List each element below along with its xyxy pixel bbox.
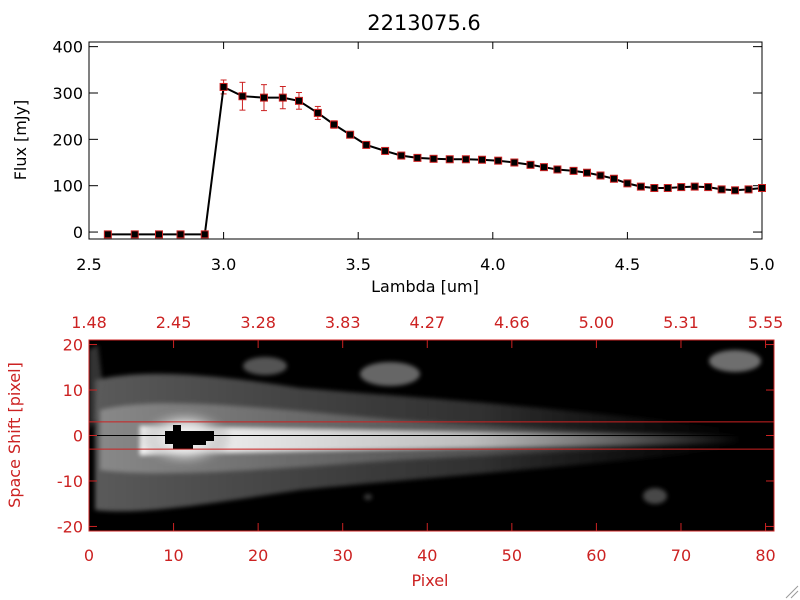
spectrum-point [429,154,438,163]
spectrum-point [663,184,672,193]
image-top-wavelength-axis: 1.48 2.45 3.28 3.83 4.27 4.66 5.00 5.31 5.55 [71,313,783,348]
spectrum-y-tick-label: 0 [73,223,83,242]
spectrum-point [103,230,112,239]
spectrum-point [478,155,487,164]
spectrum-y-tick-label: 400 [52,38,83,57]
spectrum-point [346,130,355,139]
image-top-tick-label: 5.31 [663,313,699,332]
spectrum-point [294,96,303,105]
spectrum-y-axis-label: Flux [mJy] [11,100,30,181]
spectrum-point [583,168,592,177]
spectrum-point [362,140,371,149]
spectrum-point [200,230,209,239]
image-y-tick-label: -20 [57,517,83,536]
spectrum-point [758,184,766,193]
spectrum-point [636,182,645,191]
image-top-tick-label: 5.55 [748,313,784,332]
spectrum-plot-frame [88,41,763,240]
spectrum-y-axis: 0 100 200 300 400 [52,38,762,242]
resize-grip-icon[interactable] [785,585,799,599]
spectrum-point [526,160,535,169]
spectrum-plot: 2.5 3.0 3.5 4.0 4.5 5.0 0 100 200 300 400 [52,38,774,274]
spectral-image-plot: 0 10 20 30 40 50 60 70 80 -20 -10 0 10 20 1.48 2.45 3.… [57,313,783,565]
chart-title: 2213075.6 [367,11,481,35]
spectrum-point [569,166,578,175]
image-top-tick-label: 4.66 [494,313,530,332]
image-x-axis: 0 10 20 30 40 50 60 70 80 [84,523,776,565]
image-y-tick-label: -10 [57,472,83,491]
image-x-tick-label: 0 [84,546,94,565]
image-top-tick-label: 3.28 [240,313,276,332]
spectrum-point [510,158,519,167]
spectrum-x-tick-label: 2.5 [76,255,101,274]
spectrum-point [731,186,740,195]
spectrum-x-tick-label: 4.0 [480,255,505,274]
spectrum-x-axis-label: Lambda [um] [371,277,479,296]
spectrum-markers [103,82,766,239]
image-x-tick-label: 60 [586,546,606,565]
image-y-tick-label: 10 [63,381,83,400]
image-y-tick-label: 20 [63,336,83,355]
image-x-tick-label: 80 [755,546,775,565]
spectrum-point [609,174,618,183]
image-x-tick-label: 40 [417,546,437,565]
spectrum-y-tick-label: 200 [52,130,83,149]
image-x-tick-label: 30 [333,546,353,565]
spectrum-error-bars [220,79,765,193]
spectrum-point [259,93,268,102]
spectrum-point [744,185,753,194]
spectrum-point [677,183,686,192]
spectrum-point [690,182,699,191]
image-top-tick-label: 2.45 [156,313,192,332]
spectrum-point [539,163,548,172]
spectrum-point [413,153,422,162]
spectrum-y-tick-label: 100 [52,177,83,196]
spectrum-point [623,179,632,188]
spectrum-point [461,155,470,164]
spectrum-point [397,151,406,160]
spectrum-point [381,146,390,155]
spectrum-point [494,156,503,165]
spectrum-point [596,171,605,180]
image-top-tick-label: 3.83 [325,313,361,332]
image-x-tick-label: 70 [671,546,691,565]
spectrum-point [176,230,185,239]
image-top-tick-label: 1.48 [71,313,107,332]
spectrum-point [238,92,247,101]
spectrum-point [650,184,659,193]
image-x-tick-label: 10 [163,546,183,565]
spectrum-x-tick-label: 5.0 [749,255,774,274]
spectrum-point [704,183,713,192]
spectrum-x-axis: 2.5 3.0 3.5 4.0 4.5 5.0 [76,42,775,274]
spectrum-point [445,155,454,164]
image-top-tick-label: 4.27 [409,313,445,332]
spectrum-point [717,185,726,194]
image-y-tick-label: 0 [73,427,83,446]
spectrum-point [130,230,139,239]
spectrum-point [219,82,228,91]
image-x-tick-label: 20 [248,546,268,565]
spectrum-point [278,93,287,102]
image-top-tick-label: 5.00 [579,313,615,332]
spectrum-x-tick-label: 3.5 [345,255,370,274]
image-y-axis-label: Space Shift [pixel] [5,362,24,508]
spectrum-point [553,165,562,174]
spectrum-x-tick-label: 3.0 [211,255,236,274]
spectrum-x-tick-label: 4.5 [615,255,640,274]
spectral-image [89,340,774,531]
spectrum-point [313,108,322,117]
spectrum-point [329,120,338,129]
image-x-axis-label: Pixel [411,571,448,590]
spectrum-y-tick-label: 300 [52,84,83,103]
spectrum-point [154,230,163,239]
image-y-axis: -20 -10 0 10 20 [57,336,774,536]
image-x-tick-label: 50 [502,546,522,565]
